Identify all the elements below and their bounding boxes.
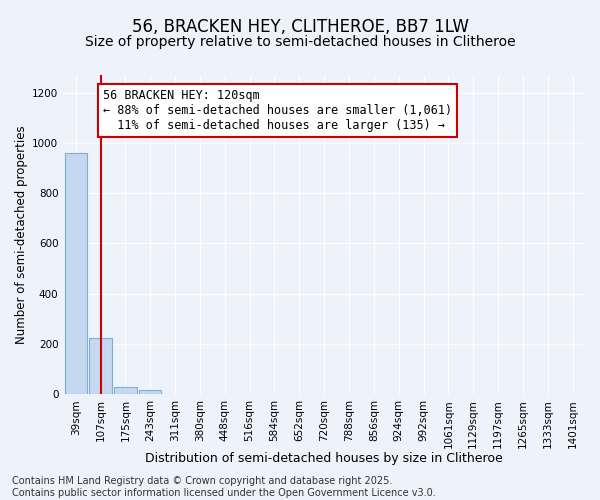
Bar [139, 390, 161, 394]
Bar [65, 153, 87, 394]
Text: Contains HM Land Registry data © Crown copyright and database right 2025.
Contai: Contains HM Land Registry data © Crown c… [12, 476, 436, 498]
Y-axis label: Number of semi-detached properties: Number of semi-detached properties [15, 126, 28, 344]
Text: 56, BRACKEN HEY, CLITHEROE, BB7 1LW: 56, BRACKEN HEY, CLITHEROE, BB7 1LW [131, 18, 469, 36]
Text: 56 BRACKEN HEY: 120sqm
← 88% of semi-detached houses are smaller (1,061)
  11% o: 56 BRACKEN HEY: 120sqm ← 88% of semi-det… [103, 89, 452, 132]
Bar [89, 338, 112, 394]
Text: Size of property relative to semi-detached houses in Clitheroe: Size of property relative to semi-detach… [85, 35, 515, 49]
Bar [114, 386, 137, 394]
X-axis label: Distribution of semi-detached houses by size in Clitheroe: Distribution of semi-detached houses by … [145, 452, 503, 465]
